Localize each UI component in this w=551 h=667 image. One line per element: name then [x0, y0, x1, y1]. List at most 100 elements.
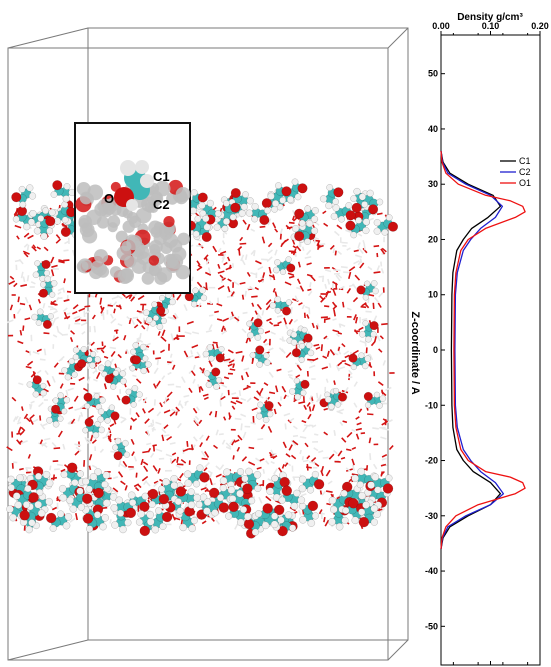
- water-bond: [193, 419, 199, 427]
- water-bond: [344, 362, 351, 367]
- water-bond: [382, 360, 386, 366]
- water-bond: [219, 464, 225, 470]
- ethanol-molecule: [26, 375, 47, 398]
- water-bond: [292, 434, 299, 438]
- water-bond: [380, 261, 383, 267]
- y-tick-label: 40: [428, 124, 438, 134]
- water-bond: [325, 290, 330, 298]
- atom: [227, 486, 236, 494]
- water-bond: [63, 298, 70, 302]
- atom: [119, 525, 127, 534]
- atom: [263, 352, 270, 359]
- atom: [290, 339, 298, 346]
- molecule-inset: C1 C2 O: [74, 122, 191, 294]
- water-bond: [310, 457, 317, 463]
- water-bond: [39, 423, 46, 430]
- water-bond: [277, 401, 282, 407]
- atom: [93, 511, 102, 519]
- atom: [82, 513, 94, 524]
- water-bond: [147, 407, 155, 414]
- water-bond: [324, 519, 330, 527]
- water-bond: [386, 419, 393, 424]
- water-bond: [128, 318, 132, 325]
- water-bond: [331, 522, 337, 528]
- atom: [358, 491, 366, 500]
- water-bond: [135, 412, 140, 418]
- atom: [313, 479, 325, 490]
- water-bond: [333, 380, 336, 385]
- water-bond: [319, 295, 324, 300]
- atom: [281, 485, 293, 497]
- ethanol-molecule: [198, 199, 222, 225]
- water-bond: [296, 286, 301, 290]
- atom: [151, 525, 160, 534]
- water-bond: [22, 276, 26, 283]
- atom: [364, 280, 371, 287]
- atom: [28, 192, 37, 200]
- atom: [350, 231, 358, 239]
- water-bond: [32, 418, 39, 423]
- simulation-box-outline: [7, 27, 409, 661]
- series-line-c1: [440, 150, 502, 550]
- water-bond: [346, 431, 353, 438]
- atom: [327, 403, 335, 410]
- water-bond: [92, 369, 97, 375]
- water-bond: [192, 378, 196, 384]
- atom: [253, 470, 262, 479]
- water-bond: [325, 378, 329, 383]
- water-bond: [336, 410, 343, 415]
- water-bond: [100, 349, 105, 354]
- x-tick-label: 0.10: [482, 21, 500, 31]
- water-bond: [306, 314, 310, 319]
- water-bond: [333, 269, 341, 272]
- atom: [329, 505, 338, 514]
- ethanol-molecule: [328, 489, 355, 514]
- water-bond: [56, 326, 60, 333]
- water-bond: [47, 305, 54, 309]
- atom: [36, 308, 44, 316]
- water-bond: [164, 397, 167, 404]
- water-bond: [258, 496, 263, 504]
- water-bond: [174, 517, 181, 521]
- atom: [169, 298, 176, 306]
- water-bond: [6, 319, 14, 324]
- water-bond: [243, 367, 250, 371]
- atom: [219, 476, 228, 485]
- water-bond: [21, 406, 24, 411]
- atom: [192, 287, 199, 294]
- atom: [271, 199, 280, 208]
- water-bond: [196, 239, 202, 242]
- water-bond: [15, 415, 19, 421]
- water-bond: [118, 460, 122, 468]
- ethanol-molecule: [184, 189, 208, 215]
- water-bond: [53, 362, 59, 368]
- water-bond: [39, 439, 44, 445]
- atom: [373, 227, 381, 235]
- water-bond: [25, 365, 32, 369]
- water-bond: [272, 222, 277, 229]
- water-bond: [245, 337, 249, 344]
- water-bond: [306, 402, 311, 407]
- ethanol-molecule: [72, 346, 93, 369]
- legend-label: O1: [519, 178, 531, 188]
- atom: [140, 367, 148, 375]
- ethanol-molecule: [255, 503, 279, 530]
- atom: [271, 205, 279, 213]
- water-bond: [278, 467, 283, 474]
- water-bond: [67, 324, 71, 330]
- ethanol-molecule: [356, 280, 379, 301]
- water-bond: [152, 419, 155, 424]
- water-bond: [242, 311, 248, 315]
- ethanol-molecule: [50, 180, 76, 203]
- atom: [187, 501, 196, 509]
- water-bond: [230, 311, 234, 317]
- water-bond: [287, 374, 293, 377]
- water-bond: [27, 360, 34, 366]
- ethanol-molecule: [319, 184, 344, 210]
- y-tick-label: 20: [428, 234, 438, 244]
- water-bond: [91, 464, 98, 469]
- water-bond: [99, 297, 103, 305]
- water-bond: [297, 509, 302, 516]
- water-bond: [208, 324, 213, 331]
- water-bond: [44, 437, 51, 441]
